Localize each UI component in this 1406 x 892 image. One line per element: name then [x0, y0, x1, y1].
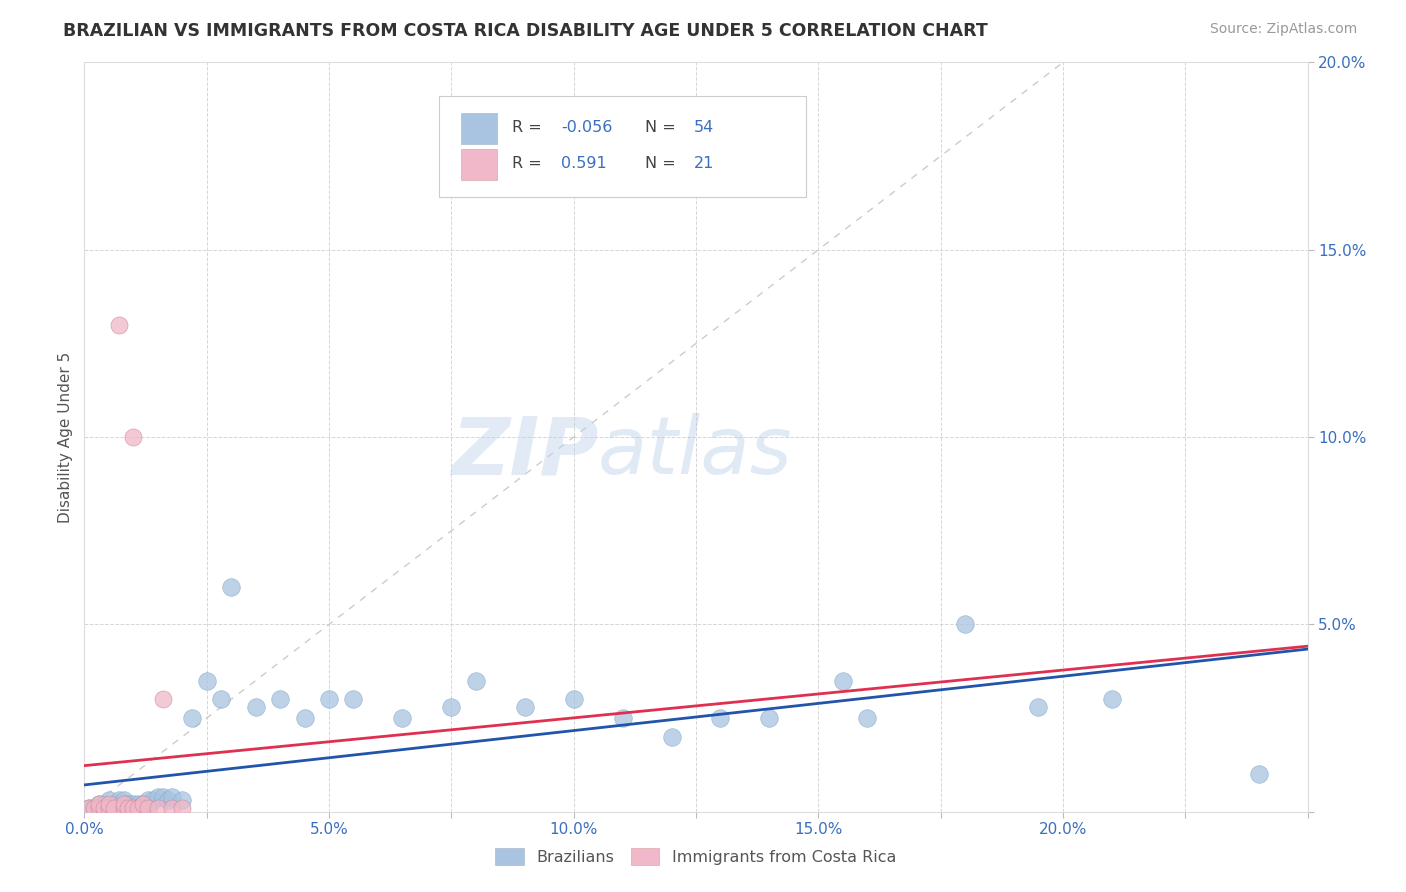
Point	[152, 692, 174, 706]
Point	[181, 711, 204, 725]
Point	[77, 801, 100, 815]
Text: 54: 54	[693, 120, 714, 135]
Text: N =: N =	[644, 120, 675, 135]
Point	[83, 801, 105, 815]
Point	[513, 699, 536, 714]
Point	[103, 797, 125, 812]
Point	[117, 801, 139, 815]
Point	[172, 793, 194, 807]
Point	[83, 801, 105, 815]
Text: N =: N =	[644, 156, 675, 171]
FancyBboxPatch shape	[439, 96, 806, 197]
Point	[342, 692, 364, 706]
Point	[122, 430, 145, 444]
Point	[122, 801, 145, 815]
Point	[219, 580, 242, 594]
Point	[122, 797, 145, 812]
Point	[112, 797, 135, 812]
Point	[440, 699, 463, 714]
Legend: Brazilians, Immigrants from Costa Rica: Brazilians, Immigrants from Costa Rica	[489, 842, 903, 871]
Point	[294, 711, 316, 725]
Text: Source: ZipAtlas.com: Source: ZipAtlas.com	[1209, 22, 1357, 37]
Point	[122, 801, 145, 815]
Point	[136, 801, 159, 815]
Text: ZIP: ZIP	[451, 413, 598, 491]
Point	[97, 801, 120, 815]
Point	[1028, 699, 1050, 714]
Point	[245, 699, 267, 714]
Point	[1247, 767, 1270, 781]
Point	[146, 801, 169, 815]
Point	[172, 801, 194, 815]
Point	[87, 797, 110, 812]
Y-axis label: Disability Age Under 5: Disability Age Under 5	[58, 351, 73, 523]
Point	[661, 730, 683, 744]
Point	[146, 789, 169, 804]
Point	[953, 617, 976, 632]
Point	[269, 692, 291, 706]
FancyBboxPatch shape	[461, 112, 496, 145]
Point	[117, 801, 139, 815]
Point	[112, 793, 135, 807]
Point	[127, 801, 149, 815]
Point	[162, 789, 184, 804]
Text: R =: R =	[513, 120, 543, 135]
Point	[152, 789, 174, 804]
Point	[856, 711, 879, 725]
Point	[562, 692, 585, 706]
Text: R =: R =	[513, 156, 543, 171]
Point	[93, 797, 115, 812]
Point	[103, 801, 125, 815]
Point	[391, 711, 413, 725]
Point	[127, 797, 149, 812]
FancyBboxPatch shape	[461, 149, 496, 180]
Point	[162, 801, 184, 815]
Point	[1101, 692, 1123, 706]
Point	[136, 801, 159, 815]
Point	[127, 801, 149, 815]
Point	[112, 801, 135, 815]
Point	[709, 711, 731, 725]
Point	[97, 797, 120, 812]
Point	[93, 801, 115, 815]
Point	[87, 801, 110, 815]
Point	[758, 711, 780, 725]
Point	[209, 692, 232, 706]
Point	[87, 801, 110, 815]
Point	[107, 801, 129, 815]
Text: 0.591: 0.591	[561, 156, 607, 171]
Point	[156, 793, 179, 807]
Point	[132, 797, 155, 812]
Text: atlas: atlas	[598, 413, 793, 491]
Point	[132, 801, 155, 815]
Point	[142, 793, 165, 807]
Point	[97, 793, 120, 807]
Point	[87, 797, 110, 812]
Point	[195, 673, 218, 688]
Point	[318, 692, 340, 706]
Point	[132, 797, 155, 812]
Text: BRAZILIAN VS IMMIGRANTS FROM COSTA RICA DISABILITY AGE UNDER 5 CORRELATION CHART: BRAZILIAN VS IMMIGRANTS FROM COSTA RICA …	[63, 22, 988, 40]
Point	[103, 801, 125, 815]
Point	[112, 801, 135, 815]
Point	[77, 801, 100, 815]
Point	[117, 797, 139, 812]
Point	[831, 673, 853, 688]
Text: -0.056: -0.056	[561, 120, 613, 135]
Point	[464, 673, 486, 688]
Point	[107, 318, 129, 332]
Point	[612, 711, 634, 725]
Point	[107, 793, 129, 807]
Point	[93, 801, 115, 815]
Text: 21: 21	[693, 156, 714, 171]
Point	[97, 801, 120, 815]
Point	[136, 793, 159, 807]
